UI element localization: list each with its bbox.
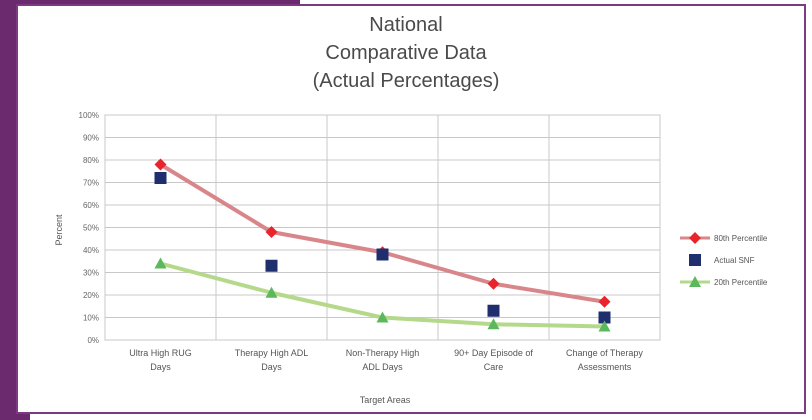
x-tick-label: Days (150, 362, 171, 372)
legend-marker (689, 254, 701, 266)
gridlines (104, 114, 661, 341)
x-tick-label: Non-Therapy High (346, 348, 420, 358)
y-tick-label: 80% (83, 156, 99, 165)
point-80th-percentile (598, 295, 611, 308)
x-tick-label: Care (484, 362, 504, 372)
legend: 80th Percentile Actual SNF 20th Percentile (680, 232, 768, 287)
x-tick-label: Assessments (578, 362, 632, 372)
y-tick-label: 90% (83, 134, 99, 143)
legend-marker (689, 232, 701, 244)
y-tick-label: 40% (83, 246, 99, 255)
y-tick-label: 70% (83, 179, 99, 188)
point-actual-snf (154, 172, 167, 184)
y-tick-label: 20% (83, 291, 99, 300)
point-80th-percentile (487, 277, 500, 290)
x-tick-label: Therapy High ADL (235, 348, 309, 358)
point-actual-snf (376, 248, 389, 261)
y-tick-label: 30% (83, 269, 99, 278)
chart-title-line-3: (Actual Percentages) (312, 70, 500, 92)
legend-label: Actual SNF (714, 256, 755, 265)
y-tick-label: 0% (87, 336, 99, 345)
x-tick-label: ADL Days (362, 362, 403, 372)
chart-title-line-2: Comparative Data (325, 42, 487, 64)
point-20th-percentile (376, 311, 389, 323)
y-tick-label: 50% (83, 224, 99, 233)
y-axis-label: Percent (54, 214, 64, 246)
series-group (154, 158, 611, 332)
point-actual-snf (598, 311, 611, 324)
y-tick-label: 100% (79, 111, 99, 120)
point-actual-snf (265, 259, 278, 272)
point-20th-percentile (487, 318, 500, 330)
point-20th-percentile (265, 286, 278, 298)
y-tick-label: 10% (83, 314, 99, 323)
x-tick-label: Change of Therapy (566, 348, 643, 358)
point-80th-percentile (154, 158, 167, 171)
x-tick-label: 90+ Day Episode of (454, 348, 533, 358)
point-actual-snf (487, 304, 500, 317)
point-80th-percentile (265, 226, 278, 238)
x-tick-label: Days (261, 362, 282, 372)
point-20th-percentile (598, 320, 611, 332)
legend-label: 20th Percentile (714, 278, 768, 287)
chart-title-line-1: National (369, 14, 443, 36)
legend-marker (689, 276, 701, 287)
axes: 0% 10% 20% 30% 40% 50% 60% 70% 80% 90% 100% Ultra H… (79, 111, 644, 372)
x-tick-label: Ultra High RUG (129, 348, 192, 358)
y-tick-label: 60% (83, 201, 99, 210)
legend-label: 80th Percentile (714, 234, 768, 243)
point-20th-percentile (154, 257, 167, 269)
x-axis-label: Target Areas (360, 395, 411, 405)
